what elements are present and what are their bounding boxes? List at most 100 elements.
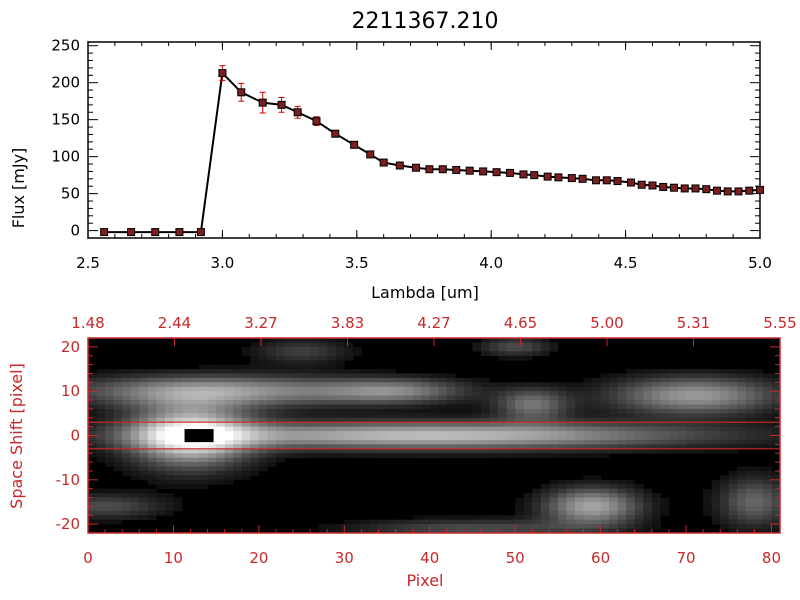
heatmap-cell	[592, 519, 601, 525]
heatmap-cell	[455, 400, 465, 405]
heatmap-cell	[737, 431, 747, 436]
heatmap-cell	[455, 404, 465, 410]
heatmap-cell	[344, 342, 354, 348]
heatmap-cell	[515, 519, 525, 525]
heatmap-cell	[139, 510, 149, 516]
heatmap-cell	[224, 439, 234, 445]
heatmap-cell	[122, 377, 132, 383]
heatmap-cell	[668, 435, 678, 441]
heatmap-cell	[113, 506, 123, 512]
heatmap-cell	[771, 470, 781, 476]
heatmap-cell	[378, 369, 388, 374]
heatmap-cell	[267, 400, 277, 405]
heatmap-cell	[446, 528, 456, 534]
heatmap-cell	[677, 408, 687, 414]
heatmap-cell	[728, 377, 738, 383]
heatmap-cell	[395, 382, 405, 388]
heatmap-cell	[173, 377, 183, 383]
heatmap-cell	[592, 377, 601, 383]
heatmap-cell	[147, 382, 157, 388]
heatmap-cell	[233, 475, 243, 481]
heatmap-cell	[130, 417, 140, 423]
heatmap-cell	[327, 453, 337, 459]
heatmap-cell	[130, 404, 140, 410]
heatmap-cell	[96, 501, 106, 507]
heatmap-cell	[190, 373, 200, 379]
heatmap-cell	[651, 413, 661, 419]
heatmap-cell	[694, 408, 704, 414]
heatmap-cell	[199, 444, 208, 450]
heatmap-cell	[113, 493, 123, 498]
heatmap-cell	[532, 422, 542, 428]
heatmap-cell	[626, 386, 636, 392]
heatmap-cell	[651, 506, 661, 512]
heatmap-cell	[258, 413, 268, 419]
heatmap-cell	[523, 417, 533, 423]
heatmap-cell	[267, 395, 277, 401]
heatmap-cell	[88, 493, 97, 498]
heatmap-cell	[745, 444, 755, 450]
data-point	[734, 187, 743, 196]
heatmap-cell	[113, 422, 123, 428]
heatmap-cell	[412, 444, 422, 450]
heatmap-cell	[352, 439, 362, 445]
heatmap-cell	[728, 475, 738, 481]
heatmap-cell	[634, 377, 644, 383]
heatmap-cell	[771, 417, 781, 423]
heatmap-cell	[361, 408, 371, 414]
heatmap-cell	[438, 413, 448, 419]
heatmap-cell	[122, 466, 132, 472]
heatmap-cell	[634, 426, 644, 432]
heatmap-cell	[327, 524, 337, 529]
heatmap-cell	[557, 404, 567, 410]
heatmap-cell	[523, 448, 533, 454]
heatmap-cell	[711, 413, 721, 419]
heatmap-cell	[489, 431, 499, 436]
heatmap-cell	[96, 510, 106, 516]
heatmap-cell	[583, 524, 593, 529]
heatmap-cell	[762, 524, 772, 529]
heatmap-cell	[566, 444, 576, 450]
heatmap-cell	[549, 342, 559, 348]
heatmap-cell	[96, 453, 106, 459]
heatmap-cell	[404, 377, 414, 383]
heatmap-cell	[532, 408, 542, 414]
heatmap-cell	[224, 435, 234, 441]
heatmap-cell	[634, 519, 644, 525]
heatmap-cell	[592, 453, 601, 459]
heatmap-cell	[771, 444, 781, 450]
heatmap-cell	[600, 417, 610, 423]
heatmap-cell	[412, 426, 422, 432]
heatmap-cell	[190, 422, 200, 428]
heatmap-cell	[737, 382, 747, 388]
heatmap-cell	[540, 506, 550, 512]
heatmap-cell	[480, 395, 490, 401]
heatmap-cell	[686, 377, 695, 383]
heatmap-cell	[233, 448, 243, 454]
heatmap-cell	[557, 488, 567, 494]
heatmap-cell	[515, 382, 525, 388]
image-x-tick-label: 70	[676, 549, 695, 567]
heatmap-cell	[609, 395, 619, 401]
heatmap-cell	[301, 373, 311, 379]
heatmap-cell	[122, 369, 132, 374]
heatmap-cell	[583, 475, 593, 481]
heatmap-cell	[293, 435, 302, 441]
heatmap-cell	[540, 351, 550, 357]
heatmap-cell	[181, 475, 191, 481]
heatmap-cell	[250, 369, 260, 374]
heatmap-cell	[463, 439, 473, 445]
heatmap-cell	[216, 426, 226, 432]
heatmap-cell	[549, 515, 559, 521]
heatmap-cell	[318, 373, 328, 379]
heatmap-cell	[88, 426, 97, 432]
heatmap-cell	[592, 510, 601, 516]
heatmap-cell	[310, 338, 320, 343]
heatmap-cell	[600, 391, 610, 397]
heatmap-cell	[335, 351, 345, 357]
heatmap-cell	[387, 524, 396, 529]
heatmap-cell	[216, 448, 226, 454]
heatmap-cell	[617, 413, 627, 419]
heatmap-cell	[199, 457, 208, 463]
heatmap-cell	[506, 413, 516, 419]
